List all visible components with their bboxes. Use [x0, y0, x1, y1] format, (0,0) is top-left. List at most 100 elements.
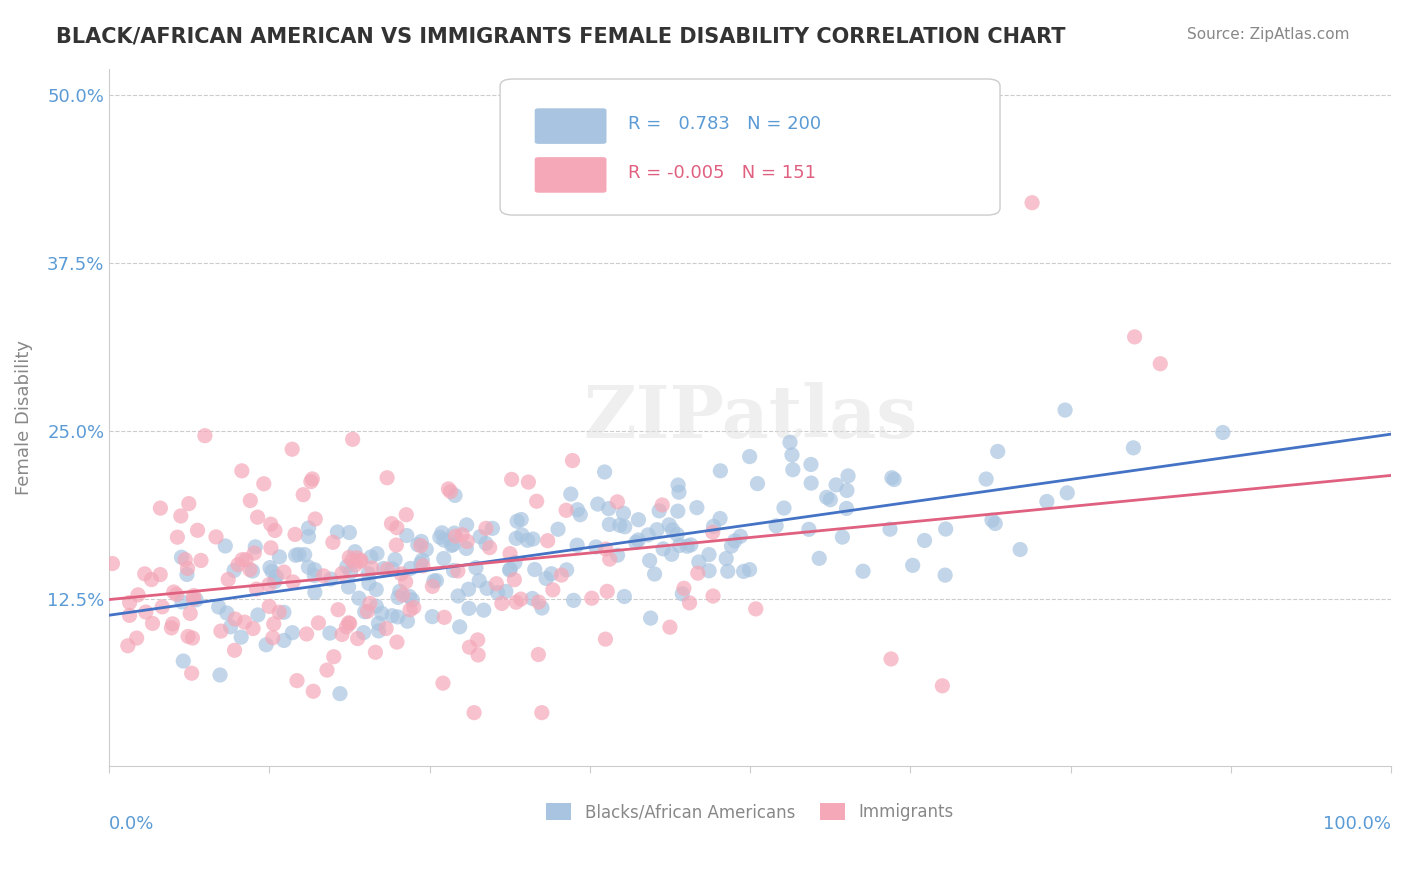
Blacks/African Americans	[974, 472, 997, 486]
Blacks/African Americans	[606, 548, 628, 562]
Blacks/African Americans	[730, 529, 752, 543]
Immigrants	[541, 582, 564, 597]
Blacks/African Americans	[831, 530, 853, 544]
Immigrants	[745, 602, 768, 616]
Blacks/African Americans	[319, 572, 342, 586]
Blacks/African Americans	[208, 600, 231, 615]
Immigrants	[125, 631, 148, 645]
Immigrants	[281, 574, 304, 589]
Blacks/African Americans	[449, 620, 471, 634]
Immigrants	[101, 557, 124, 571]
Blacks/African Americans	[709, 511, 731, 525]
Blacks/African Americans	[1212, 425, 1234, 440]
Immigrants	[880, 652, 903, 666]
Blacks/African Americans	[458, 601, 481, 615]
Blacks/African Americans	[170, 595, 193, 609]
Immigrants	[451, 527, 474, 541]
Blacks/African Americans	[815, 491, 838, 505]
Immigrants	[183, 591, 205, 606]
Immigrants	[385, 538, 408, 552]
Immigrants	[550, 568, 572, 582]
Immigrants	[312, 569, 335, 583]
Blacks/African Americans	[440, 538, 463, 552]
Immigrants	[346, 550, 368, 565]
Blacks/African Americans	[914, 533, 936, 548]
Blacks/African Americans	[666, 504, 689, 518]
Blacks/African Americans	[852, 564, 875, 578]
Blacks/African Americans	[773, 501, 796, 516]
Blacks/African Americans	[294, 548, 316, 562]
Immigrants	[530, 706, 553, 720]
Immigrants	[243, 546, 266, 560]
Immigrants	[307, 615, 329, 630]
Immigrants	[596, 584, 619, 599]
Blacks/African Americans	[717, 564, 740, 578]
Immigrants	[149, 567, 172, 582]
Blacks/African Americans	[297, 530, 319, 544]
Immigrants	[399, 603, 422, 617]
Blacks/African Americans	[1122, 441, 1144, 455]
Immigrants	[375, 471, 398, 485]
Blacks/African Americans	[441, 537, 464, 551]
Text: BLACK/AFRICAN AMERICAN VS IMMIGRANTS FEMALE DISABILITY CORRELATION CHART: BLACK/AFRICAN AMERICAN VS IMMIGRANTS FEM…	[56, 27, 1066, 46]
Blacks/African Americans	[686, 500, 709, 515]
Immigrants	[176, 561, 198, 575]
Blacks/African Americans	[613, 520, 636, 534]
Immigrants	[517, 475, 540, 489]
Blacks/African Americans	[1054, 403, 1077, 417]
Immigrants	[349, 554, 371, 568]
Blacks/African Americans	[336, 559, 359, 574]
Immigrants	[292, 488, 315, 502]
Immigrants	[217, 573, 239, 587]
Blacks/African Americans	[503, 556, 526, 570]
Immigrants	[503, 573, 526, 587]
Blacks/African Americans	[658, 517, 681, 532]
Blacks/African Americans	[456, 541, 478, 556]
Blacks/African Americans	[800, 458, 823, 472]
Immigrants	[467, 648, 489, 662]
Immigrants	[505, 595, 527, 609]
Immigrants	[245, 582, 267, 596]
Blacks/African Americans	[447, 589, 470, 603]
Immigrants	[177, 497, 200, 511]
Blacks/African Americans	[481, 521, 503, 535]
Blacks/African Americans	[645, 523, 668, 537]
Immigrants	[389, 566, 412, 581]
Text: R = -0.005   N = 151: R = -0.005 N = 151	[628, 164, 817, 182]
Immigrants	[316, 663, 339, 677]
Immigrants	[330, 566, 353, 581]
Blacks/African Americans	[627, 513, 650, 527]
Blacks/African Americans	[367, 616, 389, 631]
Immigrants	[444, 529, 467, 543]
Blacks/African Americans	[765, 519, 787, 533]
Immigrants	[1123, 330, 1146, 344]
Blacks/African Americans	[259, 560, 281, 574]
Immigrants	[686, 566, 709, 581]
Immigrants	[187, 524, 209, 538]
Blacks/African Americans	[676, 539, 699, 553]
Blacks/African Americans	[373, 561, 395, 575]
Blacks/African Americans	[644, 567, 666, 582]
Blacks/African Americans	[880, 471, 903, 485]
Blacks/African Americans	[935, 522, 957, 536]
Blacks/African Americans	[420, 609, 443, 624]
Immigrants	[180, 666, 202, 681]
Blacks/African Americans	[337, 580, 360, 594]
Immigrants	[231, 552, 253, 566]
Blacks/African Americans	[269, 549, 291, 564]
Blacks/African Americans	[339, 565, 361, 579]
Immigrants	[356, 604, 378, 618]
Immigrants	[385, 635, 408, 649]
Immigrants	[467, 632, 489, 647]
Blacks/African Americans	[547, 522, 569, 536]
Blacks/African Americans	[242, 564, 264, 578]
Immigrants	[322, 535, 344, 549]
Legend: Blacks/African Americans, Immigrants: Blacks/African Americans, Immigrants	[540, 797, 960, 828]
Blacks/African Americans	[357, 566, 380, 581]
Blacks/African Americans	[387, 610, 409, 624]
Blacks/African Americans	[472, 603, 495, 617]
Text: 0.0%: 0.0%	[110, 815, 155, 833]
Immigrants	[224, 643, 246, 657]
Blacks/African Americans	[825, 478, 848, 492]
Immigrants	[375, 562, 398, 576]
